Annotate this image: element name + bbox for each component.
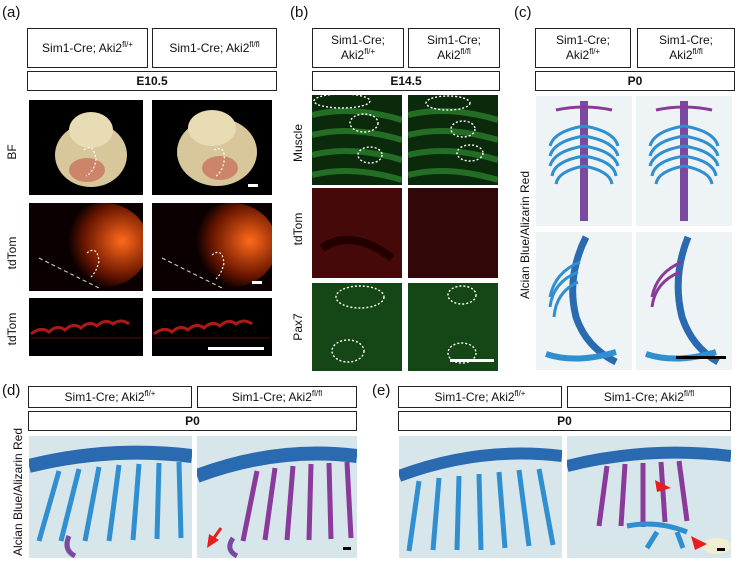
red-arrow-icon xyxy=(207,534,219,548)
panel-e-header-mutant: Sim1-Cre; Aki2fl/fl xyxy=(567,386,731,408)
genotype-sup: fl/+ xyxy=(364,47,376,56)
genotype-text: Sim1-Cre; Aki2 xyxy=(603,389,684,404)
panel-e-header-control: Sim1-Cre; Aki2fl/+ xyxy=(398,386,562,408)
skeleton-dorsal-mutant-image xyxy=(636,96,732,226)
scale-bar xyxy=(676,356,726,359)
scale-bar xyxy=(343,547,351,550)
panel-b-letter: (b) xyxy=(290,4,309,21)
panel-b-header-mutant: Sim1-Cre; Aki2fl/fl xyxy=(408,28,500,68)
genotype-text: Aki2 xyxy=(669,48,693,62)
genotype-sup: fl/fl xyxy=(460,47,471,56)
panel-a-letter: (a) xyxy=(2,4,21,21)
panel-d-header-mutant: Sim1-Cre; Aki2fl/fl xyxy=(197,386,357,408)
panel-a-stage: E10.5 xyxy=(27,71,277,91)
panel-a-header-control: Sim1-Cre; Aki2fl/+ xyxy=(27,28,148,68)
pax7-control-image xyxy=(312,283,402,371)
genotype-line1: Sim1-Cre; xyxy=(330,33,385,47)
muscle-mutant-image xyxy=(408,95,498,185)
genotype-sup: fl/fl xyxy=(683,388,695,398)
bf-embryo-control-image xyxy=(29,100,143,195)
tdtom-embryo-control-image xyxy=(29,203,143,291)
panel-b-row-muscle: Muscle xyxy=(291,124,305,163)
panel-d-letter: (d) xyxy=(2,382,21,399)
red-arrowhead-icon xyxy=(655,480,671,492)
tdtom-embryo-mutant-image xyxy=(152,203,272,291)
panel-c-stage: P0 xyxy=(535,71,735,91)
red-arrowhead-icon xyxy=(691,536,707,550)
genotype-sup: fl/+ xyxy=(122,39,133,49)
panel-a-row-tdtom-1: tdTom xyxy=(5,236,19,270)
genotype-sup: fl/fl xyxy=(249,39,260,49)
skeleton-zoom-d-mutant-image xyxy=(197,436,357,558)
tdtom-b-control-image xyxy=(312,188,402,278)
tdtom-b-mutant-image xyxy=(408,188,498,278)
genotype-sup: fl/+ xyxy=(589,47,601,56)
panel-d-side-label: Alcian Blue/Alizarin Red xyxy=(11,427,25,557)
genotype-sup: fl/fl xyxy=(692,47,703,56)
bf-embryo-mutant-image xyxy=(152,100,272,195)
panel-c-header-mutant: Sim1-Cre; Aki2fl/fl xyxy=(637,28,735,68)
pax7-mutant-image xyxy=(408,283,498,371)
skeleton-zoom-d-control-image xyxy=(29,436,192,558)
muscle-control-image xyxy=(312,95,402,185)
scale-bar xyxy=(717,548,725,551)
genotype-text: Sim1-Cre; Aki2 xyxy=(231,389,312,404)
genotype-text: Sim1-Cre; Aki2 xyxy=(64,389,145,404)
panel-d-header-control: Sim1-Cre; Aki2fl/+ xyxy=(28,386,192,408)
genotype-line1: Sim1-Cre; xyxy=(426,33,481,47)
genotype-text: Sim1-Cre; Aki2 xyxy=(434,389,515,404)
tdtom-section-mutant-image xyxy=(152,298,272,356)
panel-e-letter: (e) xyxy=(372,382,391,399)
panel-e-stage: P0 xyxy=(398,411,731,431)
panel-b-row-tdtom: tdTom xyxy=(291,212,305,246)
panel-d-stage: P0 xyxy=(28,411,357,431)
panel-b-header-control: Sim1-Cre; Aki2fl/+ xyxy=(312,28,404,68)
panel-b-stage: E14.5 xyxy=(312,71,500,91)
panel-b-row-pax7: Pax7 xyxy=(291,313,305,341)
panel-c-header-control: Sim1-Cre; Aki2fl/+ xyxy=(535,28,631,68)
panel-a-row-tdtom-2: tdTom xyxy=(5,312,19,346)
genotype-sup: fl/+ xyxy=(144,388,156,398)
panel-a-row-bf: BF xyxy=(5,144,19,160)
scale-bar xyxy=(450,359,494,362)
genotype-line1: Sim1-Cre; xyxy=(555,33,610,47)
skeleton-zoom-e-mutant-image xyxy=(567,436,731,558)
genotype-text: Aki2 xyxy=(340,48,365,62)
scale-bar xyxy=(252,281,262,284)
panel-c-side-label: Alcian Blue/Alizarin Red xyxy=(518,170,532,300)
genotype-text: Aki2 xyxy=(437,48,461,62)
skeleton-zoom-e-control-image xyxy=(399,436,562,558)
scale-bar xyxy=(248,184,258,187)
skeleton-dorsal-control-image xyxy=(536,96,632,226)
skeleton-lateral-control-image xyxy=(536,232,632,370)
genotype-line1: Sim1-Cre; xyxy=(658,33,713,47)
genotype-text: Sim1-Cre; Aki2 xyxy=(169,40,250,55)
skeleton-lateral-mutant-image xyxy=(636,232,732,370)
genotype-text: Aki2 xyxy=(565,48,590,62)
genotype-text: Sim1-Cre; Aki2 xyxy=(42,40,123,55)
genotype-sup: fl/fl xyxy=(311,388,323,398)
panel-c-letter: (c) xyxy=(514,4,532,21)
tdtom-section-control-image xyxy=(29,298,143,356)
scale-bar xyxy=(208,347,264,350)
genotype-sup: fl/+ xyxy=(514,388,526,398)
panel-a-header-mutant: Sim1-Cre; Aki2fl/fl xyxy=(152,28,277,68)
